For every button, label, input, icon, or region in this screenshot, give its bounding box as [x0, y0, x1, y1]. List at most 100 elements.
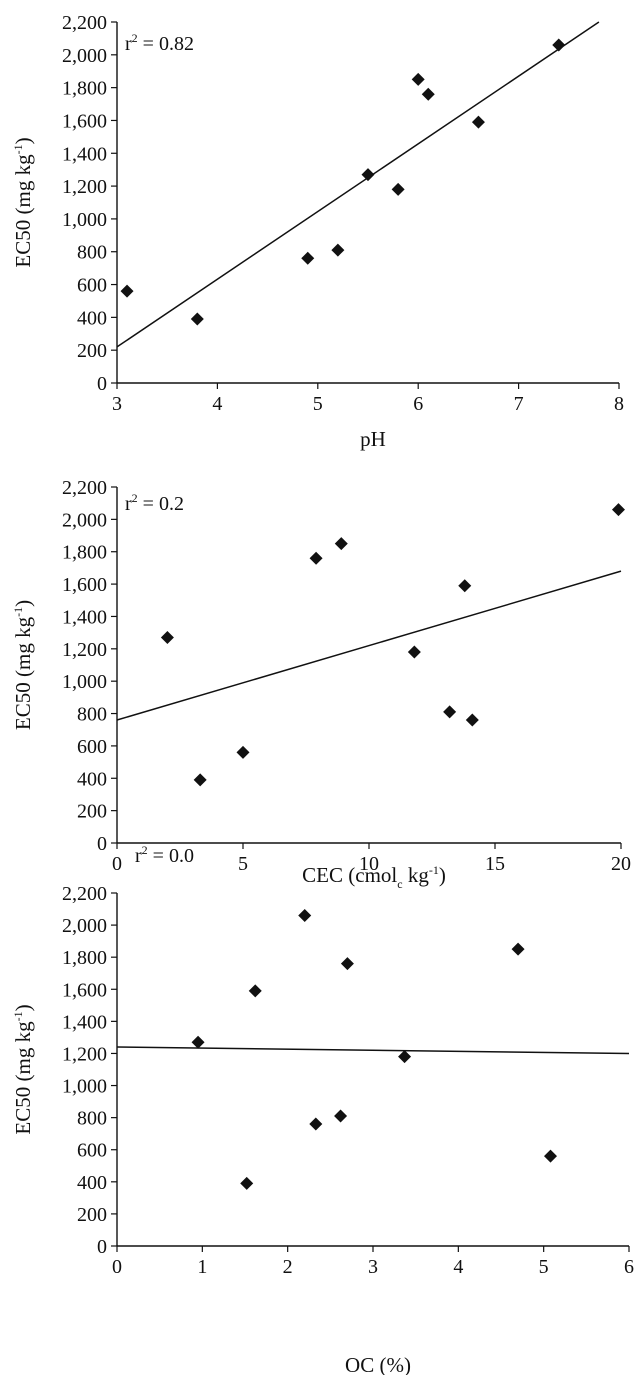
y-tick-label: 200	[77, 801, 107, 823]
x-tick-label: 5	[313, 393, 323, 415]
data-point	[309, 551, 323, 565]
data-point	[611, 503, 625, 517]
data-point	[361, 168, 375, 182]
trend-line	[116, 570, 622, 721]
y-tick-label: 1,400	[62, 606, 107, 628]
y-tick-label: 1,400	[62, 143, 107, 165]
x-tick-label: 5	[539, 1256, 549, 1278]
y-tick-label: 1,600	[62, 110, 107, 132]
y-axis-title: EC50 (mg kg-1)	[11, 600, 35, 730]
x-axis-title: OC (%)	[345, 1353, 411, 1375]
y-tick-label: 800	[77, 1108, 107, 1130]
r-squared-annotation: r2 = 0.82	[125, 31, 194, 55]
x-tick-label: 3	[368, 1256, 378, 1278]
y-tick-label: 1,200	[62, 176, 107, 198]
x-tick-label: 3	[112, 393, 122, 415]
data-point	[511, 942, 525, 956]
data-point	[240, 1176, 254, 1190]
y-tick-label: 200	[77, 340, 107, 362]
x-tick-label: 6	[413, 393, 423, 415]
y-tick-label: 1,200	[62, 639, 107, 661]
x-tick-label: 5	[238, 853, 248, 875]
y-tick-label: 2,200	[62, 12, 107, 34]
data-point	[334, 1109, 348, 1123]
x-tick-label: 4	[453, 1256, 463, 1278]
x-tick-label: 0	[112, 1256, 122, 1278]
r-squared-annotation: r2 = 0.0	[135, 843, 194, 867]
x-axis-title: pH	[360, 427, 386, 451]
y-tick-label: 600	[77, 736, 107, 758]
data-point	[391, 182, 405, 196]
data-point	[340, 957, 354, 971]
x-tick-label: 7	[514, 393, 524, 415]
y-tick-label: 1,000	[62, 671, 107, 693]
y-tick-label: 1,600	[62, 574, 107, 596]
y-tick-label: 400	[77, 768, 107, 790]
data-point	[443, 705, 457, 719]
y-tick-label: 600	[77, 275, 107, 297]
data-point	[471, 115, 485, 129]
x-axis-title: CEC (cmolc kg-1)	[302, 863, 446, 891]
r-squared-annotation: r2 = 0.2	[125, 491, 184, 515]
trend-line	[116, 1046, 630, 1055]
data-point	[552, 38, 566, 52]
data-point	[191, 1035, 205, 1049]
data-point	[543, 1149, 557, 1163]
data-point	[465, 713, 479, 727]
y-tick-label: 200	[77, 1204, 107, 1226]
y-tick-label: 0	[97, 1236, 107, 1258]
y-tick-label: 2,000	[62, 915, 107, 937]
data-point	[301, 251, 315, 265]
data-point	[411, 72, 425, 86]
chart-panel-3: 02004006008001,0001,2001,4001,6001,8002,…	[11, 843, 634, 1375]
y-tick-label: 400	[77, 1172, 107, 1194]
y-tick-label: 2,200	[62, 883, 107, 905]
data-point	[193, 773, 207, 787]
trend-line	[116, 21, 600, 348]
y-tick-label: 2,000	[62, 509, 107, 531]
x-tick-label: 15	[485, 853, 505, 875]
x-tick-label: 1	[197, 1256, 207, 1278]
y-tick-label: 800	[77, 704, 107, 726]
x-tick-label: 2	[283, 1256, 293, 1278]
data-point	[398, 1050, 412, 1064]
x-tick-label: 10	[359, 853, 379, 875]
data-point	[458, 579, 472, 593]
data-point	[309, 1117, 323, 1131]
chart-panel-2: 02004006008001,0001,2001,4001,6001,8002,…	[11, 477, 631, 891]
data-point	[248, 984, 262, 998]
y-tick-label: 1,600	[62, 979, 107, 1001]
y-tick-label: 2,200	[62, 477, 107, 499]
data-point	[421, 87, 435, 101]
y-axis-title: EC50 (mg kg-1)	[11, 137, 35, 267]
y-tick-label: 1,400	[62, 1011, 107, 1033]
y-tick-label: 600	[77, 1140, 107, 1162]
y-tick-label: 1,800	[62, 78, 107, 100]
data-point	[236, 745, 250, 759]
data-point	[298, 908, 312, 922]
x-tick-label: 0	[112, 853, 122, 875]
y-tick-label: 1,000	[62, 209, 107, 231]
chart-panel-1: 0 200 400 600 800 1,000 1,200 1,400 1,600 1,800 2,…	[11, 12, 624, 451]
y-tick-label: 0	[97, 833, 107, 855]
y-tick-label: 0	[97, 373, 107, 395]
y-tick-label: 800	[77, 242, 107, 264]
data-point	[407, 645, 421, 659]
y-tick-label: 1,200	[62, 1043, 107, 1065]
data-point	[331, 243, 345, 257]
data-point	[160, 630, 174, 644]
x-tick-label: 20	[611, 853, 631, 875]
y-tick-label: 1,800	[62, 947, 107, 969]
data-point	[190, 312, 204, 326]
data-point	[334, 537, 348, 551]
y-tick-label: 1,000	[62, 1076, 107, 1098]
y-tick-label: 1,800	[62, 542, 107, 564]
x-tick-label: 6	[624, 1256, 634, 1278]
y-tick-label: 2,000	[62, 45, 107, 67]
x-tick-label: 8	[614, 393, 624, 415]
y-axis-title: EC50 (mg kg-1)	[11, 1004, 35, 1134]
data-point	[120, 284, 134, 298]
y-tick-label: 400	[77, 307, 107, 329]
x-tick-label: 4	[212, 393, 222, 415]
